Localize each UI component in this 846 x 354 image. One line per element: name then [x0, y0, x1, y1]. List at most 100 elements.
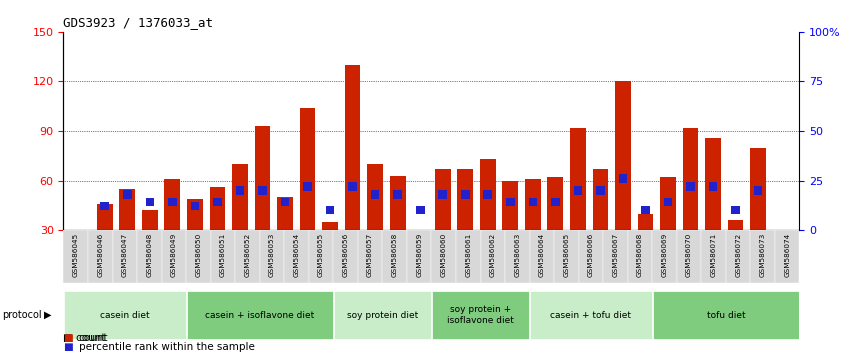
- Bar: [618, 175, 627, 183]
- Text: GSM586061: GSM586061: [465, 233, 471, 277]
- Bar: [503, 181, 519, 230]
- Bar: [652, 230, 677, 283]
- Bar: [255, 126, 271, 230]
- Bar: [123, 190, 132, 199]
- Bar: [349, 182, 357, 190]
- Bar: [432, 291, 529, 339]
- Text: GSM586046: GSM586046: [97, 233, 103, 277]
- Bar: [334, 291, 431, 339]
- Text: GSM586057: GSM586057: [367, 233, 373, 277]
- Text: GSM586064: GSM586064: [539, 233, 545, 277]
- Bar: [371, 190, 380, 199]
- Bar: [615, 81, 631, 230]
- Text: soy protein diet: soy protein diet: [347, 310, 418, 320]
- Bar: [232, 164, 248, 230]
- Bar: [530, 291, 651, 339]
- Bar: [547, 177, 563, 230]
- Bar: [190, 202, 200, 210]
- Bar: [168, 198, 177, 206]
- Text: tofu diet: tofu diet: [706, 310, 745, 320]
- Bar: [162, 230, 186, 283]
- Bar: [458, 169, 473, 230]
- Bar: [88, 230, 113, 283]
- Bar: [481, 230, 505, 283]
- Bar: [358, 230, 382, 283]
- Bar: [187, 291, 332, 339]
- Bar: [187, 199, 203, 230]
- Bar: [505, 230, 530, 283]
- Bar: [506, 198, 514, 206]
- Text: ■: ■: [63, 342, 74, 352]
- Text: GSM586066: GSM586066: [588, 233, 594, 277]
- Text: GSM586059: GSM586059: [416, 233, 422, 277]
- Bar: [438, 190, 447, 199]
- Text: GDS3923 / 1376033_at: GDS3923 / 1376033_at: [63, 16, 213, 29]
- Bar: [529, 198, 537, 206]
- Text: GSM586063: GSM586063: [514, 233, 520, 277]
- Bar: [570, 128, 585, 230]
- Text: casein diet: casein diet: [100, 310, 150, 320]
- Text: casein + tofu diet: casein + tofu diet: [551, 310, 631, 320]
- Text: GSM586050: GSM586050: [195, 233, 201, 277]
- Bar: [235, 230, 260, 283]
- Bar: [277, 197, 293, 230]
- Bar: [574, 186, 582, 195]
- Bar: [726, 230, 750, 283]
- Bar: [579, 230, 603, 283]
- Bar: [390, 176, 405, 230]
- Bar: [750, 230, 775, 283]
- Bar: [706, 138, 721, 230]
- Text: GSM586053: GSM586053: [269, 233, 275, 277]
- Bar: [303, 182, 312, 190]
- Text: ■ count: ■ count: [63, 333, 106, 343]
- Bar: [431, 230, 456, 283]
- Bar: [113, 230, 137, 283]
- Bar: [554, 230, 579, 283]
- Bar: [775, 230, 799, 283]
- Bar: [64, 291, 185, 339]
- Text: GSM586056: GSM586056: [343, 233, 349, 277]
- Bar: [638, 213, 653, 230]
- Text: GSM586054: GSM586054: [294, 233, 299, 277]
- Bar: [344, 65, 360, 230]
- Bar: [731, 206, 740, 215]
- Text: GSM586058: GSM586058: [392, 233, 398, 277]
- Bar: [97, 204, 113, 230]
- Bar: [416, 206, 425, 215]
- Bar: [653, 291, 799, 339]
- Bar: [530, 230, 554, 283]
- Text: GSM586065: GSM586065: [563, 233, 569, 277]
- Bar: [728, 220, 744, 230]
- Text: GSM586051: GSM586051: [220, 233, 226, 277]
- Text: GSM586047: GSM586047: [122, 233, 128, 277]
- Text: soy protein +
isoflavone diet: soy protein + isoflavone diet: [447, 306, 514, 325]
- Bar: [677, 230, 701, 283]
- Text: GSM586070: GSM586070: [686, 233, 692, 277]
- Text: GSM586067: GSM586067: [613, 233, 618, 277]
- Bar: [186, 230, 211, 283]
- Bar: [164, 179, 180, 230]
- Bar: [326, 206, 334, 215]
- Bar: [628, 230, 652, 283]
- Bar: [660, 177, 676, 230]
- Bar: [407, 230, 431, 283]
- Text: percentile rank within the sample: percentile rank within the sample: [79, 342, 255, 352]
- Bar: [299, 108, 316, 230]
- Text: GSM586052: GSM586052: [244, 233, 250, 277]
- Text: GSM586072: GSM586072: [735, 233, 741, 277]
- Bar: [322, 222, 338, 230]
- Bar: [63, 230, 88, 283]
- Bar: [551, 198, 560, 206]
- Bar: [683, 128, 699, 230]
- Bar: [701, 230, 726, 283]
- Bar: [709, 182, 717, 190]
- Bar: [525, 179, 541, 230]
- Text: GSM586055: GSM586055: [318, 233, 324, 277]
- Text: GSM586073: GSM586073: [760, 233, 766, 277]
- Bar: [146, 198, 154, 206]
- Bar: [119, 189, 135, 230]
- Text: ▶: ▶: [44, 310, 52, 320]
- Bar: [210, 187, 225, 230]
- Bar: [309, 230, 333, 283]
- Bar: [101, 202, 109, 210]
